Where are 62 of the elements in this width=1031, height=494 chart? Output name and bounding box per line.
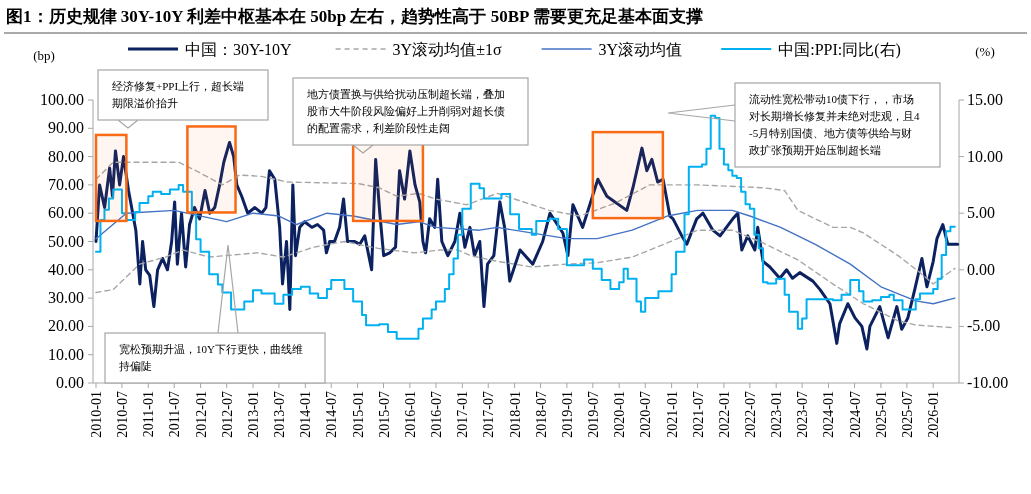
y-tick-label: 30.00 xyxy=(48,289,84,307)
x-tick-label: 2020-01 xyxy=(612,391,628,438)
y-tick-label: 70.00 xyxy=(48,175,84,193)
y-tick-label: 90.00 xyxy=(48,119,84,137)
x-tick-label: 2016-01 xyxy=(402,391,418,438)
annotation: 地方债置换与供给扰动压制超长端，叠加股市大牛阶段风险偏好上升削弱对超长债的配置需求，利差阶段性走阔 xyxy=(306,88,505,134)
x-tick-label: 2023-01 xyxy=(769,391,785,438)
x-tick-label: 2011-07 xyxy=(167,391,183,438)
legend-label: 3Y滚动均值±1σ xyxy=(392,41,502,58)
x-tick-label: 2019-01 xyxy=(559,391,575,438)
x-tick-label: 2017-07 xyxy=(481,391,497,438)
x-tick-label: 2024-07 xyxy=(847,391,863,438)
y2-tick-label: -5.00 xyxy=(967,317,1001,335)
y-tick-label: 60.00 xyxy=(48,204,84,222)
x-tick-label: 2015-01 xyxy=(350,391,366,438)
y2-tick-label: -10.00 xyxy=(967,374,1009,391)
x-tick-label: 2024-01 xyxy=(821,391,837,438)
x-tick-label: 2012-01 xyxy=(193,391,209,438)
y2-tick-label: 5.00 xyxy=(967,204,995,222)
y2-tick-label: 15.00 xyxy=(967,91,1003,108)
line-series xyxy=(95,209,956,305)
x-tick-label: 2022-07 xyxy=(742,391,758,438)
x-tick-label: 2014-07 xyxy=(324,391,340,438)
x-tick-label: 2011-01 xyxy=(141,391,157,438)
y2-tick-label: 0.00 xyxy=(967,260,995,278)
annotation: 宽松预期升温，10Y下行更快，曲线维持偏陡 xyxy=(119,343,303,372)
legend-label: 3Y滚动均值 xyxy=(598,41,683,58)
x-tick-label: 2023-07 xyxy=(795,391,811,438)
x-tick-label: 2025-01 xyxy=(873,391,889,438)
chart-title: 图1：历史规律 30Y-10Y 利差中枢基本在 50bp 左右，趋势性高于 50BP 需要更充足基本面支撑 xyxy=(6,7,703,26)
y-tick-label: 80.00 xyxy=(48,147,84,165)
y-tick-label: 0.00 xyxy=(56,374,84,391)
y-tick-label: 100.00 xyxy=(40,91,84,108)
legend-label: 中国:PPI:同比(右) xyxy=(778,41,901,59)
x-tick-label: 2017-01 xyxy=(455,391,471,438)
y2-tick-label: 10.00 xyxy=(967,147,1003,165)
x-tick-label: 2013-01 xyxy=(246,391,262,438)
y2-axis-title: (%) xyxy=(975,44,995,59)
x-tick-label: 2016-07 xyxy=(428,391,444,438)
x-tick-label: 2015-07 xyxy=(376,391,392,438)
x-tick-label: 2020-07 xyxy=(638,391,654,438)
y-tick-label: 50.00 xyxy=(48,232,84,250)
x-tick-label: 2022-01 xyxy=(716,391,732,438)
annotation: 流动性宽松带动10债下行，，市场对长期增长修复并未绝对悲观，且4-5月特别国债、地方债等供给与财政扩张预期开始压制超长端 xyxy=(749,93,920,156)
x-tick-label: 2010-07 xyxy=(114,391,130,438)
x-tick-label: 2026-01 xyxy=(926,391,942,438)
x-tick-label: 2021-07 xyxy=(690,391,706,438)
x-tick-label: 2018-07 xyxy=(533,391,549,438)
x-tick-label: 2013-07 xyxy=(271,391,287,438)
x-tick-label: 2010-01 xyxy=(89,391,104,438)
annotation: 经济修复+PPI上行，超长端期限溢价抬升 xyxy=(112,80,245,109)
x-tick-label: 2021-01 xyxy=(664,391,680,438)
y-tick-label: 40.00 xyxy=(48,260,84,278)
y-tick-label: 10.00 xyxy=(48,345,84,363)
x-tick-label: 2012-07 xyxy=(219,391,235,438)
y-tick-label: 20.00 xyxy=(48,317,84,335)
legend-label: 中国：30Y-10Y xyxy=(185,41,293,58)
x-tick-label: 2019-07 xyxy=(585,391,601,438)
x-tick-label: 2018-01 xyxy=(507,391,523,438)
x-tick-label: 2014-01 xyxy=(298,391,314,438)
x-tick-label: 2025-07 xyxy=(899,391,915,438)
y-axis-title: (bp) xyxy=(33,48,55,63)
